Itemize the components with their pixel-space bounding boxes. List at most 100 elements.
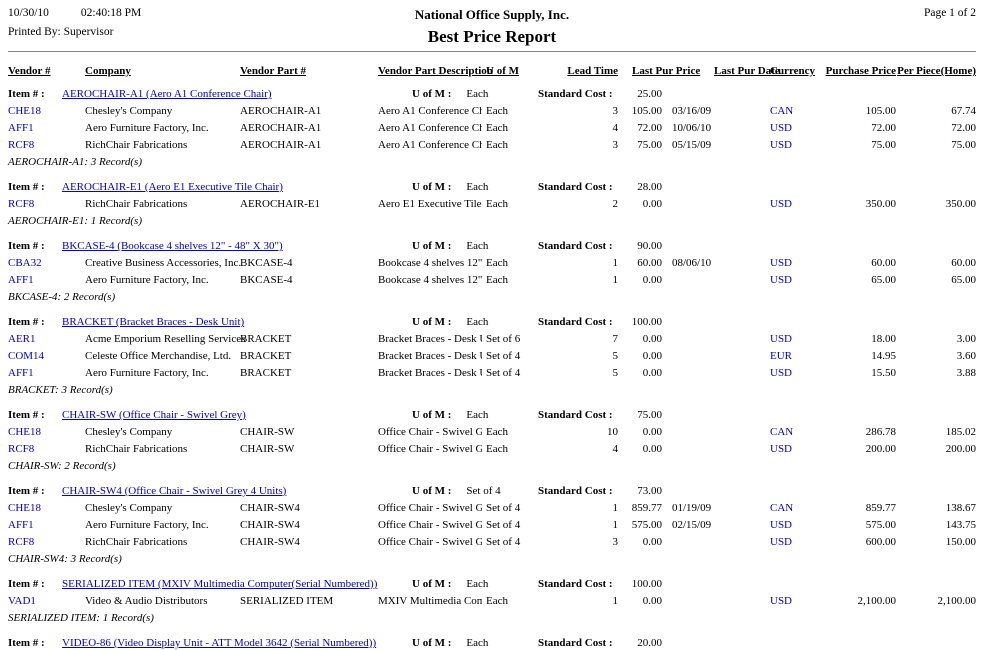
item-group-footer: AEROCHAIR-E1: 1 Record(s) bbox=[8, 213, 976, 231]
part-description-cell: MXIV Multimedia Compute bbox=[378, 595, 482, 607]
col-header-description: Vendor Part Description bbox=[378, 65, 493, 77]
currency-link[interactable]: CAN bbox=[770, 105, 794, 117]
currency-link[interactable]: CAN bbox=[770, 426, 794, 438]
vendor-code-link[interactable]: AFF1 bbox=[8, 367, 34, 379]
purchase-price-cell: 75.00 bbox=[871, 139, 896, 151]
item-link[interactable]: SERIALIZED ITEM (MXIV Multimedia Compute… bbox=[62, 578, 378, 590]
vendor-code-link[interactable]: AFF1 bbox=[8, 519, 34, 531]
item-group: Item # : CHAIR-SW (Office Chair - Swivel … bbox=[8, 400, 976, 476]
currency-link[interactable]: USD bbox=[770, 139, 793, 151]
vendor-price-row: CBA32 Creative Business Accessories, Inc… bbox=[8, 255, 976, 272]
standard-cost-value: 100.00 bbox=[631, 578, 662, 590]
vendor-code-link[interactable]: AFF1 bbox=[8, 274, 34, 286]
standard-cost-label: Standard Cost : bbox=[538, 316, 613, 328]
uofm-cell: Set of 4 bbox=[486, 367, 521, 379]
vendor-code-link[interactable]: CBA32 bbox=[8, 257, 42, 269]
uofm-value: Each bbox=[466, 316, 489, 328]
currency-link[interactable]: USD bbox=[770, 333, 793, 345]
vendor-part-cell: CHAIR-SW4 bbox=[240, 519, 300, 531]
vendor-part-cell: CHAIR-SW4 bbox=[240, 502, 300, 514]
currency-link[interactable]: USD bbox=[770, 536, 793, 548]
standard-cost-label: Standard Cost : bbox=[538, 88, 613, 100]
item-group: Item # : BRACKET (Bracket Braces - Desk U… bbox=[8, 307, 976, 400]
uofm-value: Each bbox=[466, 409, 489, 421]
last-pur-price-cell: 0.00 bbox=[642, 536, 662, 548]
uofm-cell: Each bbox=[486, 198, 508, 210]
printed-by: Printed By: Supervisor bbox=[8, 26, 114, 38]
item-link[interactable]: VIDEO-86 (Video Display Unit - ATT Model… bbox=[62, 637, 377, 649]
vendor-code-link[interactable]: AFF1 bbox=[8, 122, 34, 134]
currency-link[interactable]: USD bbox=[770, 257, 793, 269]
vendor-price-row: AER1 Acme Emporium Reselling Services BR… bbox=[8, 331, 976, 348]
last-pur-price-cell: 0.00 bbox=[642, 443, 662, 455]
currency-link[interactable]: USD bbox=[770, 274, 793, 286]
item-group-header: Item # : CHAIR-SW (Office Chair - Swivel … bbox=[8, 400, 976, 424]
uofm-cell: Set of 4 bbox=[486, 502, 521, 514]
item-link[interactable]: AEROCHAIR-A1 (Aero A1 Conference Chair) bbox=[62, 88, 272, 100]
purchase-price-cell: 105.00 bbox=[865, 105, 896, 117]
currency-link[interactable]: USD bbox=[770, 122, 793, 134]
vendor-code-link[interactable]: RCF8 bbox=[8, 443, 35, 455]
vendor-code-link[interactable]: RCF8 bbox=[8, 139, 35, 151]
last-pur-price-cell: 0.00 bbox=[642, 274, 662, 286]
col-header-lead-time: Lead Time bbox=[567, 65, 618, 77]
last-pur-date-cell bbox=[662, 196, 730, 213]
currency-link[interactable]: USD bbox=[770, 519, 793, 531]
col-header-purchase-price: Purchase Price bbox=[825, 65, 896, 77]
currency-link[interactable]: USD bbox=[770, 595, 793, 607]
purchase-price-cell: 600.00 bbox=[865, 536, 896, 548]
vendor-code-link[interactable]: COM14 bbox=[8, 350, 45, 362]
currency-link[interactable]: USD bbox=[770, 443, 793, 455]
uofm-value: Each bbox=[466, 88, 489, 100]
item-number-label: Item # : bbox=[8, 485, 45, 497]
last-pur-price-cell: 0.00 bbox=[642, 333, 662, 345]
col-header-per-piece: Per Piece(Home) bbox=[897, 65, 976, 77]
item-group-footer: CHAIR-SW4: 3 Record(s) bbox=[8, 551, 976, 569]
currency-link[interactable]: USD bbox=[770, 367, 793, 379]
company-name-cell: RichChair Fabrications bbox=[85, 443, 188, 455]
item-link[interactable]: CHAIR-SW (Office Chair - Swivel Grey) bbox=[62, 409, 246, 421]
vendor-code-link[interactable]: VAD1 bbox=[8, 595, 36, 607]
vendor-price-row: RCF8 RichChair Fabrications AEROCHAIR-A1… bbox=[8, 137, 976, 154]
col-header-vendor: Vendor # bbox=[8, 65, 51, 77]
vendor-price-row: CHE18 Chesley's Company AEROCHAIR-A1 Aer… bbox=[8, 103, 976, 120]
purchase-price-cell: 15.50 bbox=[871, 367, 896, 379]
last-pur-price-cell: 60.00 bbox=[637, 257, 662, 269]
vendor-price-row: CHE18 Chesley's Company CHAIR-SW4 Office… bbox=[8, 500, 976, 517]
per-piece-cell: 138.67 bbox=[945, 502, 976, 514]
standard-cost-label: Standard Cost : bbox=[538, 637, 613, 649]
vendor-price-row: AFF1 Aero Furniture Factory, Inc. BRACKE… bbox=[8, 365, 976, 382]
company-name-cell: Chesley's Company bbox=[85, 426, 173, 438]
vendor-code-link[interactable]: AER1 bbox=[8, 333, 36, 345]
vendor-code-link[interactable]: RCF8 bbox=[8, 536, 35, 548]
header-left: 10/30/10 02:40:18 PM Printed By: Supervi… bbox=[8, 7, 298, 47]
item-link[interactable]: AEROCHAIR-E1 (Aero E1 Executive Tile Cha… bbox=[62, 181, 283, 193]
per-piece-cell: 75.00 bbox=[951, 139, 976, 151]
header-right: Page 1 of 2 bbox=[686, 7, 976, 47]
company-name-cell: Video & Audio Distributors bbox=[85, 595, 208, 607]
item-group: Item # : CHAIR-SW4 (Office Chair - Swivel… bbox=[8, 476, 976, 569]
purchase-price-cell: 2,100.00 bbox=[857, 595, 897, 607]
uofm-label: U of M : bbox=[412, 88, 452, 100]
currency-link[interactable]: EUR bbox=[770, 350, 792, 362]
last-pur-date-cell: 08/06/10 bbox=[672, 257, 712, 269]
item-link[interactable]: BKCASE-4 (Bookcase 4 shelves 12" - 48" X… bbox=[62, 240, 283, 252]
uofm-value: Each bbox=[466, 181, 489, 193]
item-link[interactable]: CHAIR-SW4 (Office Chair - Swivel Grey 4 … bbox=[62, 485, 287, 497]
last-pur-price-cell: 0.00 bbox=[642, 426, 662, 438]
item-group: Item # : AEROCHAIR-A1 (Aero A1 Conference… bbox=[8, 79, 976, 172]
standard-cost-label: Standard Cost : bbox=[538, 181, 613, 193]
uofm-cell: Each bbox=[486, 122, 508, 134]
item-link[interactable]: BRACKET (Bracket Braces - Desk Unit) bbox=[62, 316, 245, 328]
vendor-code-link[interactable]: CHE18 bbox=[8, 105, 41, 117]
currency-link[interactable]: USD bbox=[770, 198, 793, 210]
item-number-label: Item # : bbox=[8, 181, 45, 193]
lead-time-cell: 4 bbox=[612, 122, 619, 134]
per-piece-cell: 3.60 bbox=[956, 350, 976, 362]
uofm-cell: Each bbox=[486, 105, 508, 117]
vendor-code-link[interactable]: CHE18 bbox=[8, 502, 41, 514]
vendor-code-link[interactable]: RCF8 bbox=[8, 198, 35, 210]
item-group-footer: SERIALIZED ITEM: 1 Record(s) bbox=[8, 610, 976, 628]
currency-link[interactable]: CAN bbox=[770, 502, 794, 514]
vendor-code-link[interactable]: CHE18 bbox=[8, 426, 41, 438]
